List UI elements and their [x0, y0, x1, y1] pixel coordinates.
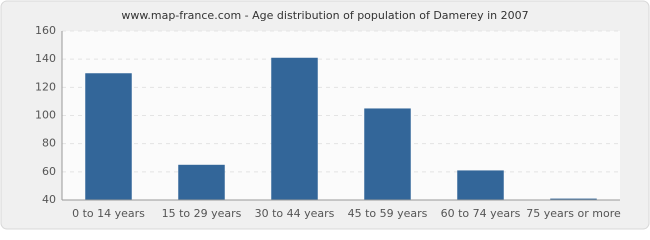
y-tick-label: 120	[35, 80, 56, 93]
x-tick-label: 0 to 14 years	[72, 207, 145, 220]
y-tick-label: 140	[35, 52, 56, 65]
x-tick-label: 45 to 59 years	[348, 207, 428, 220]
x-tick-label: 15 to 29 years	[162, 207, 242, 220]
y-tick-label: 100	[35, 109, 56, 122]
x-tick-label: 30 to 44 years	[255, 207, 335, 220]
bar	[550, 198, 597, 200]
bar	[85, 73, 132, 200]
chart-title: www.map-france.com - Age distribution of…	[121, 9, 528, 22]
y-tick-label: 60	[42, 165, 56, 178]
bar	[271, 57, 318, 201]
y-tick-label: 80	[42, 137, 56, 150]
x-tick-label: 75 years or more	[526, 207, 621, 220]
bar	[457, 170, 504, 200]
bar	[178, 164, 225, 200]
chart: www.map-france.com - Age distribution of…	[0, 0, 650, 230]
y-tick-label: 160	[35, 24, 56, 37]
x-tick-label: 60 to 74 years	[441, 207, 521, 220]
y-tick-label: 40	[42, 193, 56, 206]
bar	[364, 108, 411, 200]
